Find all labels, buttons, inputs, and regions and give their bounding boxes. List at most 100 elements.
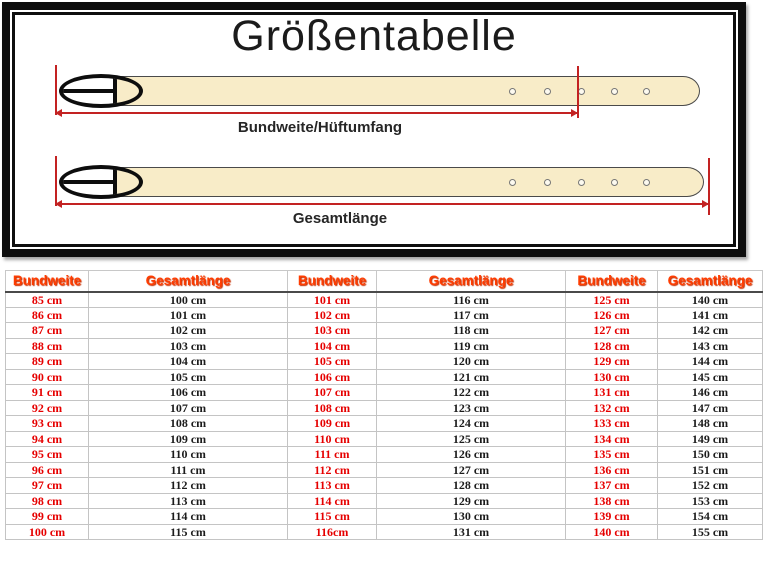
bundweite-value: 87 cm: [5, 322, 89, 339]
bundweite-value: 104 cm: [287, 337, 377, 354]
gesamtlaenge-value: 142 cm: [657, 322, 763, 339]
gesamtlaenge-value: 129 cm: [376, 492, 566, 509]
bundweite-value: 130 cm: [565, 368, 658, 385]
bundweite-value: 136 cm: [565, 461, 658, 478]
buckle-bar: [63, 180, 115, 184]
buckle-bar: [113, 78, 117, 104]
gesamtlaenge-value: 115 cm: [88, 523, 288, 540]
gesamtlaenge-value: 107 cm: [88, 399, 288, 416]
table-row: 86 cm 101 cm 102 cm 117 cm 126 cm 141 cm: [5, 306, 763, 323]
bundweite-value: 85 cm: [5, 291, 89, 308]
bundweite-value: 86 cm: [5, 306, 89, 323]
gesamtlaenge-value: 127 cm: [376, 461, 566, 478]
diagram-content: Größentabelle: [15, 12, 733, 243]
bundweite-value: 133 cm: [565, 415, 658, 432]
belt-strap: [113, 76, 700, 106]
bundweite-value: 128 cm: [565, 337, 658, 354]
gesamtlaenge-value: 108 cm: [88, 415, 288, 432]
table-row: 85 cm 100 cm 101 cm 116 cm 125 cm 140 cm: [5, 291, 763, 308]
gesamtlaenge-value: 106 cm: [88, 384, 288, 401]
table-row: 96 cm 111 cm 112 cm 127 cm 136 cm 151 cm: [5, 461, 763, 478]
belt-buckle-icon: [59, 74, 143, 108]
bundweite-value: 125 cm: [565, 291, 658, 308]
table-header-row: Bundweite Gesamtlänge Bundweite Gesamtlänge…: [5, 270, 763, 293]
gesamtlaenge-value: 104 cm: [88, 353, 288, 370]
gesamtlaenge-value: 143 cm: [657, 337, 763, 354]
belt-hole: [643, 88, 650, 95]
belt-hole: [643, 179, 650, 186]
belt-hole: [611, 88, 618, 95]
gesamtlaenge-value: 146 cm: [657, 384, 763, 401]
total-length-label: Gesamtlänge: [292, 210, 388, 227]
bundweite-value: 106 cm: [287, 368, 377, 385]
buckle-bar: [63, 89, 115, 93]
gesamtlaenge-value: 148 cm: [657, 415, 763, 432]
table-row: 87 cm 102 cm 103 cm 118 cm 127 cm 142 cm: [5, 322, 763, 339]
bundweite-value: 139 cm: [565, 508, 658, 525]
table-row: 91 cm 106 cm 107 cm 122 cm 131 cm 146 cm: [5, 384, 763, 401]
waist-label: Bundweite/Hüftumfang: [237, 119, 403, 136]
gesamtlaenge-value: 117 cm: [376, 306, 566, 323]
belt-hole: [578, 179, 585, 186]
bundweite-value: 115 cm: [287, 508, 377, 525]
gesamtlaenge-value: 151 cm: [657, 461, 763, 478]
column-header-gesamtlaenge: Gesamtlänge: [88, 270, 288, 293]
table-row: 92 cm 107 cm 108 cm 123 cm 132 cm 147 cm: [5, 399, 763, 416]
gesamtlaenge-value: 118 cm: [376, 322, 566, 339]
bundweite-value: 90 cm: [5, 368, 89, 385]
table-row: 97 cm 112 cm 113 cm 128 cm 137 cm 152 cm: [5, 477, 763, 494]
bundweite-value: 92 cm: [5, 399, 89, 416]
gesamtlaenge-value: 116 cm: [376, 291, 566, 308]
bundweite-value: 108 cm: [287, 399, 377, 416]
gesamtlaenge-value: 140 cm: [657, 291, 763, 308]
diagram-frame: Größentabelle: [2, 2, 746, 257]
belt-strap: [113, 167, 704, 197]
gesamtlaenge-value: 130 cm: [376, 508, 566, 525]
table-row: 94 cm 109 cm 110 cm 125 cm 134 cm 149 cm: [5, 430, 763, 447]
gesamtlaenge-value: 114 cm: [88, 508, 288, 525]
bundweite-value: 102 cm: [287, 306, 377, 323]
belt-hole: [509, 88, 516, 95]
bundweite-value: 134 cm: [565, 430, 658, 447]
belt-buckle-icon: [59, 165, 143, 199]
measure-tick-mid: [577, 66, 579, 118]
bundweite-value: 116cm: [287, 523, 377, 540]
gesamtlaenge-value: 103 cm: [88, 337, 288, 354]
gesamtlaenge-value: 111 cm: [88, 461, 288, 478]
gesamtlaenge-value: 128 cm: [376, 477, 566, 494]
bundweite-value: 94 cm: [5, 430, 89, 447]
measure-line-total: [55, 200, 709, 208]
column-header-bundweite: Bundweite: [565, 270, 658, 293]
gesamtlaenge-value: 102 cm: [88, 322, 288, 339]
arrow-right-icon: [571, 109, 578, 117]
bundweite-value: 107 cm: [287, 384, 377, 401]
bundweite-value: 112 cm: [287, 461, 377, 478]
table-row: 88 cm 103 cm 104 cm 119 cm 128 cm 143 cm: [5, 337, 763, 354]
table-row: 100 cm 115 cm 116cm 131 cm 140 cm 155 cm: [5, 523, 763, 540]
column-header-bundweite: Bundweite: [287, 270, 377, 293]
bundweite-value: 93 cm: [5, 415, 89, 432]
bundweite-value: 140 cm: [565, 523, 658, 540]
bundweite-value: 127 cm: [565, 322, 658, 339]
gesamtlaenge-value: 109 cm: [88, 430, 288, 447]
diagram-frame-inner: Größentabelle: [12, 12, 736, 247]
gesamtlaenge-value: 120 cm: [376, 353, 566, 370]
gesamtlaenge-value: 155 cm: [657, 523, 763, 540]
table-row: 99 cm 114 cm 115 cm 130 cm 139 cm 154 cm: [5, 508, 763, 525]
gesamtlaenge-value: 113 cm: [88, 492, 288, 509]
bundweite-value: 97 cm: [5, 477, 89, 494]
table-row: 89 cm 104 cm 105 cm 120 cm 129 cm 144 cm: [5, 353, 763, 370]
belt-hole: [544, 179, 551, 186]
bundweite-value: 95 cm: [5, 446, 89, 463]
gesamtlaenge-value: 131 cm: [376, 523, 566, 540]
bundweite-value: 126 cm: [565, 306, 658, 323]
belt-hole: [611, 179, 618, 186]
belt-hole: [544, 88, 551, 95]
arrow-left-icon: [55, 200, 62, 208]
buckle-bar: [113, 169, 117, 195]
bundweite-value: 135 cm: [565, 446, 658, 463]
belt-diagram-total: Gesamtlänge: [15, 15, 733, 243]
bundweite-value: 137 cm: [565, 477, 658, 494]
gesamtlaenge-value: 154 cm: [657, 508, 763, 525]
gesamtlaenge-value: 101 cm: [88, 306, 288, 323]
